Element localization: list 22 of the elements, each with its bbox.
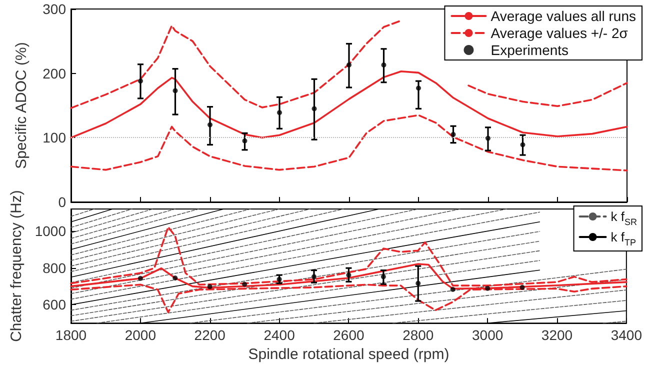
x-tick-label: 2000 bbox=[124, 327, 156, 344]
x-tick-label: 3200 bbox=[541, 327, 573, 344]
y-tick-label: 0 bbox=[58, 194, 66, 210]
x-tick-label: 1800 bbox=[55, 327, 87, 344]
x-tick-label: 3400 bbox=[610, 327, 642, 344]
legend-label: Average values +/- 2σ bbox=[490, 25, 628, 41]
y-tick-label: 300 bbox=[42, 1, 66, 17]
y-tick-label: 600 bbox=[42, 296, 66, 313]
y-axis-title: Chatter frequency (Hz) bbox=[8, 190, 25, 342]
y-tick-label: 1000 bbox=[34, 223, 66, 240]
x-tick-label: 2400 bbox=[264, 327, 296, 344]
y-tick-label: 200 bbox=[42, 65, 66, 82]
x-tick-label: 2600 bbox=[333, 327, 364, 344]
x-axis-title: Spindle rotational speed (rpm) bbox=[248, 346, 450, 363]
x-tick-label: 3000 bbox=[472, 327, 504, 344]
x-tick-label: 2200 bbox=[194, 327, 226, 344]
y-tick-label: 100 bbox=[42, 130, 66, 146]
legend-label: Average values all runs bbox=[490, 8, 636, 24]
legend-label: Experiments bbox=[490, 42, 569, 58]
y-axis-title: Specific ADOC (%) bbox=[13, 42, 30, 169]
y-tick-label: 800 bbox=[42, 260, 66, 276]
x-tick-label: 2800 bbox=[402, 327, 434, 344]
